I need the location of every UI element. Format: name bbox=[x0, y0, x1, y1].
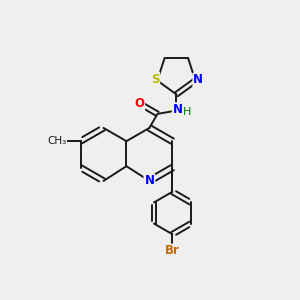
Text: CH₃: CH₃ bbox=[47, 136, 66, 146]
Text: N: N bbox=[144, 174, 154, 188]
Text: Br: Br bbox=[165, 244, 180, 257]
Text: N: N bbox=[193, 74, 203, 86]
Text: O: O bbox=[134, 97, 144, 110]
Text: H: H bbox=[183, 107, 192, 117]
Text: S: S bbox=[151, 73, 159, 85]
Text: N: N bbox=[173, 103, 183, 116]
